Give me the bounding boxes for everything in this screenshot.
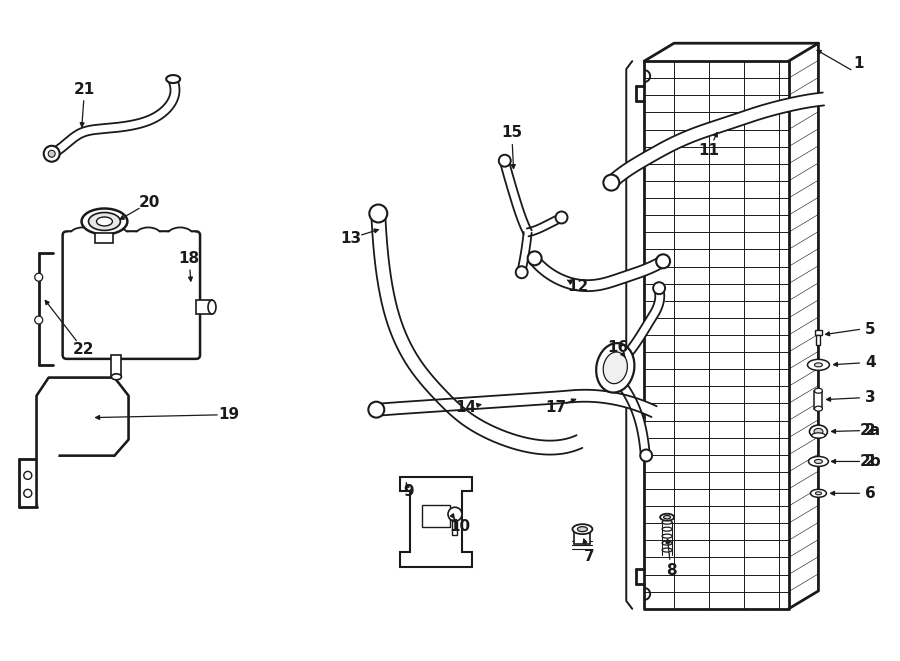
Circle shape	[603, 175, 619, 190]
Text: 1: 1	[853, 56, 863, 71]
Polygon shape	[378, 390, 657, 417]
Ellipse shape	[662, 534, 672, 538]
Bar	[815, 330, 823, 335]
Circle shape	[555, 212, 568, 223]
Ellipse shape	[814, 459, 823, 463]
Polygon shape	[518, 232, 532, 271]
Circle shape	[35, 273, 42, 281]
Ellipse shape	[814, 406, 823, 411]
Ellipse shape	[166, 75, 180, 83]
FancyBboxPatch shape	[63, 231, 200, 359]
Polygon shape	[620, 385, 650, 454]
Text: 2: 2	[865, 423, 876, 438]
Ellipse shape	[96, 217, 112, 226]
Text: 11: 11	[698, 143, 719, 158]
Text: 2: 2	[865, 454, 876, 469]
Ellipse shape	[69, 227, 95, 243]
Polygon shape	[607, 93, 824, 187]
Circle shape	[653, 282, 665, 294]
Text: 12: 12	[567, 279, 588, 293]
Polygon shape	[530, 256, 664, 291]
Ellipse shape	[572, 524, 592, 534]
Circle shape	[656, 254, 670, 268]
Ellipse shape	[809, 425, 827, 438]
Ellipse shape	[662, 548, 672, 552]
Ellipse shape	[662, 541, 672, 545]
Text: 19: 19	[219, 407, 239, 422]
Text: 10: 10	[449, 519, 471, 533]
Ellipse shape	[112, 374, 122, 380]
Polygon shape	[626, 290, 664, 355]
Circle shape	[448, 507, 462, 521]
Text: 18: 18	[178, 251, 200, 266]
Circle shape	[527, 251, 542, 265]
Ellipse shape	[662, 520, 672, 524]
Polygon shape	[526, 215, 562, 237]
Ellipse shape	[103, 227, 129, 243]
Ellipse shape	[88, 212, 121, 231]
Bar	[112, 355, 122, 377]
Ellipse shape	[578, 527, 588, 531]
Ellipse shape	[596, 343, 634, 393]
Text: 15: 15	[501, 126, 522, 140]
Text: 2b: 2b	[860, 454, 881, 469]
Ellipse shape	[135, 227, 161, 243]
Text: 7: 7	[584, 549, 595, 564]
Circle shape	[23, 471, 32, 479]
Circle shape	[44, 146, 59, 162]
Text: 2a: 2a	[860, 423, 881, 438]
Text: 6: 6	[865, 486, 876, 501]
Text: 9: 9	[403, 484, 413, 499]
Bar	[814, 391, 823, 408]
Text: 13: 13	[340, 231, 361, 246]
FancyBboxPatch shape	[68, 233, 195, 249]
Bar	[95, 233, 113, 243]
Circle shape	[516, 266, 527, 278]
Ellipse shape	[814, 363, 823, 367]
Circle shape	[35, 316, 42, 324]
Polygon shape	[37, 378, 129, 507]
Circle shape	[49, 150, 55, 157]
Ellipse shape	[807, 360, 830, 370]
Ellipse shape	[208, 300, 216, 314]
Circle shape	[640, 449, 652, 461]
Text: 22: 22	[73, 342, 94, 358]
Ellipse shape	[808, 457, 828, 467]
Bar	[196, 300, 212, 314]
Ellipse shape	[603, 352, 627, 383]
Circle shape	[23, 489, 32, 497]
Ellipse shape	[812, 433, 825, 438]
Ellipse shape	[662, 527, 672, 531]
Ellipse shape	[663, 516, 670, 519]
Bar	[574, 529, 590, 544]
Text: 14: 14	[455, 400, 476, 415]
Bar	[422, 505, 450, 527]
Ellipse shape	[814, 388, 823, 393]
Text: 21: 21	[74, 81, 95, 97]
Polygon shape	[400, 477, 472, 567]
Text: 8: 8	[666, 563, 677, 578]
Ellipse shape	[811, 489, 826, 497]
Ellipse shape	[660, 514, 674, 521]
Text: 4: 4	[865, 356, 876, 370]
Circle shape	[369, 204, 387, 223]
Bar	[453, 521, 457, 535]
Polygon shape	[500, 161, 532, 235]
Circle shape	[499, 155, 510, 167]
Ellipse shape	[167, 227, 194, 243]
Ellipse shape	[82, 208, 128, 235]
Bar	[816, 335, 821, 345]
Text: 17: 17	[545, 400, 566, 415]
Polygon shape	[372, 215, 582, 455]
Ellipse shape	[815, 492, 822, 495]
Text: 5: 5	[865, 321, 876, 336]
Polygon shape	[51, 79, 179, 157]
Text: 3: 3	[865, 390, 876, 405]
Circle shape	[368, 402, 384, 418]
Text: 16: 16	[608, 340, 629, 356]
Ellipse shape	[814, 428, 823, 435]
Text: 20: 20	[139, 195, 160, 210]
